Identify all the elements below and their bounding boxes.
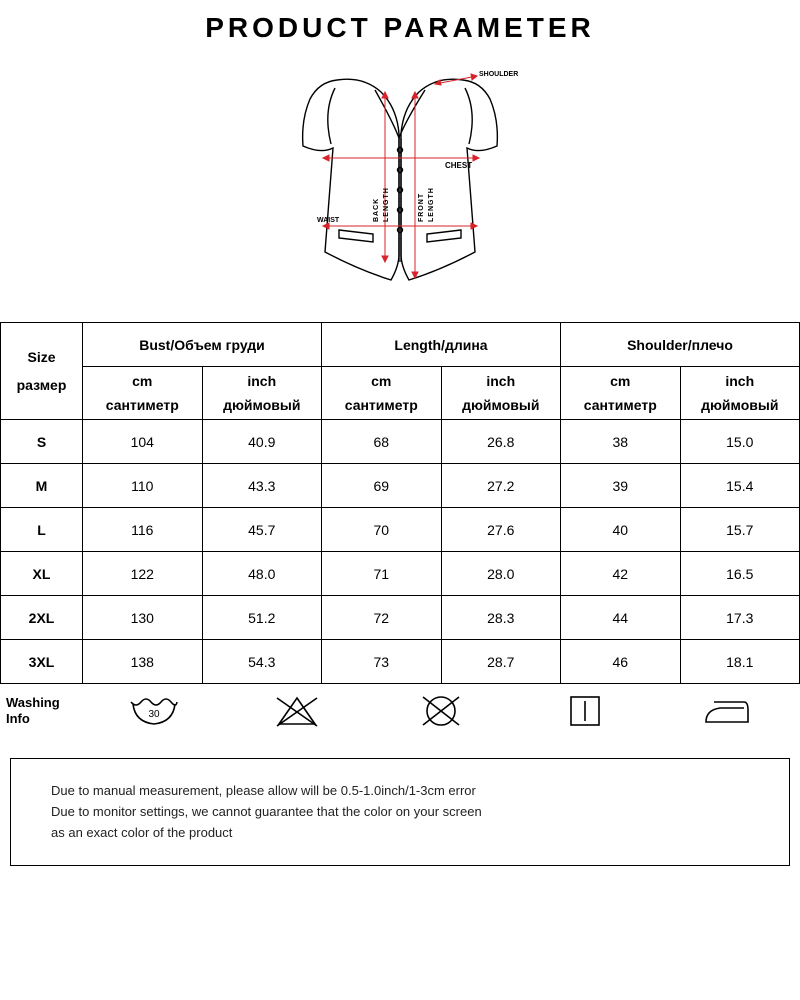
iron-icon	[702, 694, 754, 728]
washing-label: WashingInfo	[0, 695, 82, 726]
table-row: M11043.36927.23915.4	[1, 464, 800, 508]
diagram-label-shoulder: SHOULDER	[479, 71, 518, 78]
col-bust: Bust/Объем груди	[83, 323, 322, 367]
table-row: S10440.96826.83815.0	[1, 420, 800, 464]
col-shoulder: Shoulder/плечо	[561, 323, 800, 367]
notice-box: Due to manual measurement, please allow …	[10, 758, 790, 866]
vest-diagram: SHOULDER CHEST WAIST BACK LENGTH FRONT L…	[0, 50, 800, 322]
svg-text:LENGTH: LENGTH	[383, 187, 390, 222]
svg-text:30: 30	[148, 709, 160, 720]
dry-flat-icon	[564, 692, 606, 730]
notice-line-2: Due to monitor settings, we cannot guara…	[51, 802, 749, 823]
col-length: Length/длина	[322, 323, 561, 367]
notice-line-1: Due to manual measurement, please allow …	[51, 781, 749, 802]
table-row: XL12248.07128.04216.5	[1, 552, 800, 596]
size-header-top: Size	[5, 349, 78, 365]
diagram-label-waist: WAIST	[317, 217, 340, 224]
table-row: 2XL13051.27228.34417.3	[1, 596, 800, 640]
no-tumble-dry-icon	[417, 692, 465, 730]
washing-row: WashingInfo 30	[0, 684, 800, 744]
page-title: PRODUCT PARAMETER	[0, 0, 800, 50]
svg-text:BACK: BACK	[373, 198, 380, 222]
no-bleach-icon	[273, 692, 321, 730]
notice-line-3: as an exact color of the product	[51, 823, 749, 844]
table-row: L11645.77027.64015.7	[1, 508, 800, 552]
svg-text:LENGTH: LENGTH	[428, 187, 435, 222]
diagram-label-chest: CHEST	[445, 161, 472, 170]
svg-text:FRONT: FRONT	[418, 193, 425, 222]
size-table: Size размер Bust/Объем груди Length/длин…	[0, 322, 800, 684]
size-header-bottom: размер	[5, 377, 78, 393]
table-row: 3XL13854.37328.74618.1	[1, 640, 800, 684]
wash-30-icon: 30	[127, 692, 181, 730]
